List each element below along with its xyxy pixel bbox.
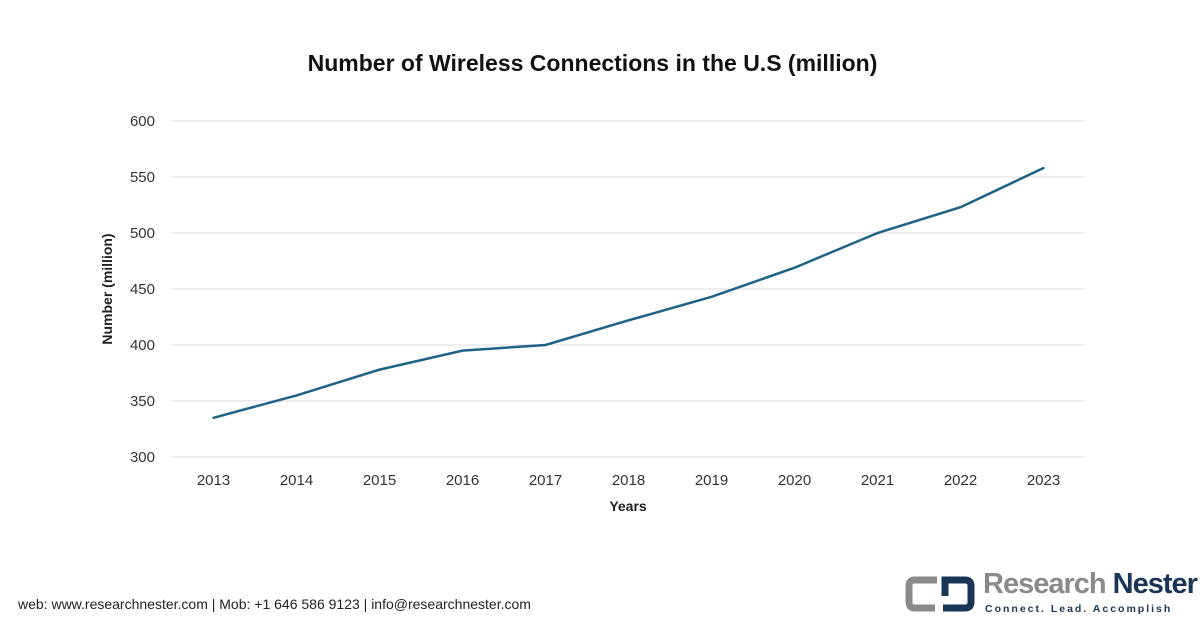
data-point [461,349,464,352]
y-tick-label: 500 [130,225,155,242]
line-chart: 300 350 400 450 500 550 600 2013 2014 2015 2016 201… [99,113,1085,514]
footer-contact: web: www.researchnester.com | Mob: +1 64… [18,596,531,612]
data-point [1042,166,1045,170]
logo-name-2: Nester [1112,568,1198,600]
data-point [378,368,381,371]
logo-tagline: Connect. Lead. Accomplish [985,603,1173,615]
x-tick-label: 2013 [197,472,230,489]
y-tick-label: 350 [130,393,155,410]
logo-name-1: Research [983,568,1107,600]
data-point [793,266,796,269]
x-tick-label: 2022 [944,472,977,489]
x-tick-label: 2021 [861,472,894,489]
x-tick-label: 2017 [529,472,562,489]
data-point [627,319,630,322]
y-tick-label: 450 [130,281,155,298]
logo-icon [905,576,975,612]
data-point [544,343,547,347]
y-tick-label: 600 [130,113,155,130]
y-axis-label: Number (million) [99,233,115,344]
x-tick-label: 2023 [1027,472,1060,489]
x-tick-label: 2020 [778,472,811,489]
x-tick-label: 2014 [280,472,313,489]
chart-title: Number of Wireless Connections in the U.… [307,50,878,76]
y-tick-label: 400 [130,337,155,354]
x-tick-label: 2019 [695,472,728,489]
x-tick-label: 2016 [446,472,479,489]
data-point [295,394,298,397]
data-point [710,295,713,299]
data-point [876,231,879,235]
data-point [212,416,215,419]
series-line [213,166,1045,420]
y-tick-label: 550 [130,169,155,186]
data-point [959,206,962,209]
y-tick-label: 300 [130,449,155,466]
x-axis-label: Years [609,498,647,514]
x-tick-label: 2018 [612,472,645,489]
x-tick-label: 2015 [363,472,396,489]
research-nester-logo: Research Nester Connect. Lead. Accomplis… [905,570,1200,620]
